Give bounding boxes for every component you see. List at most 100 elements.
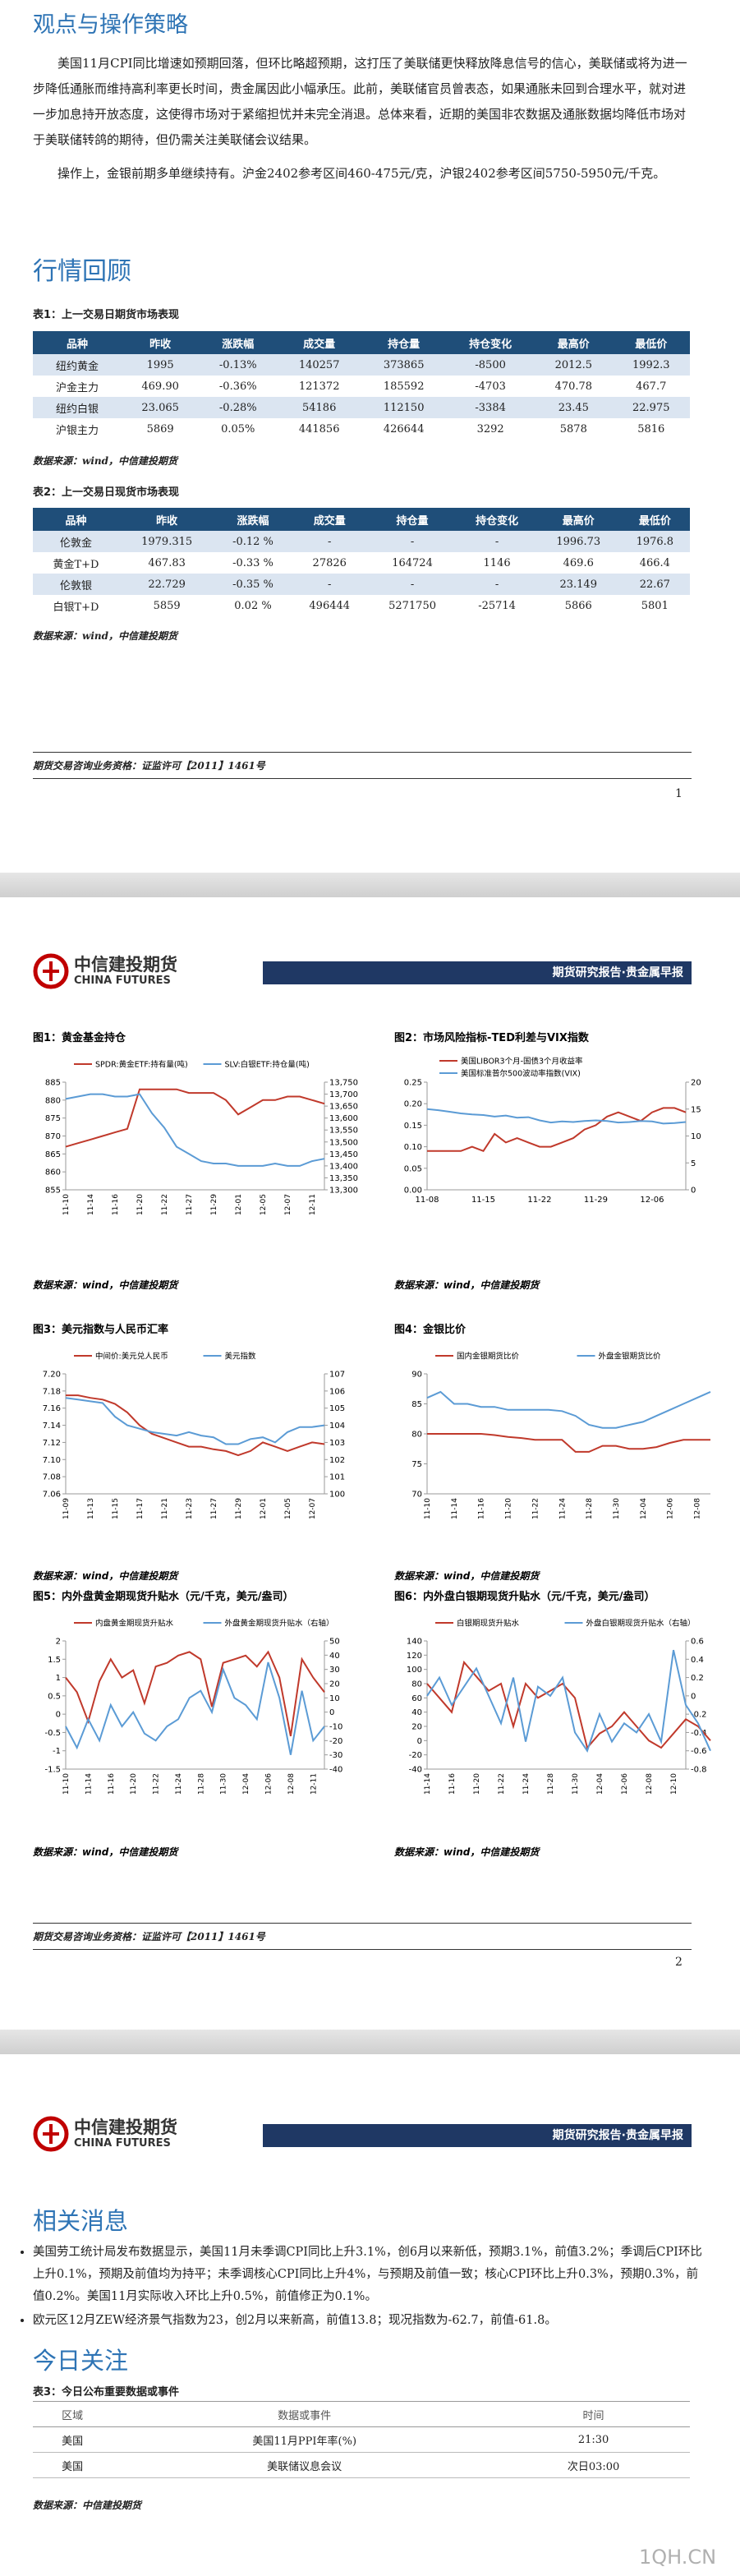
y-tick-label: 0: [417, 1737, 422, 1746]
cell: -3384: [475, 401, 506, 414]
legend-label: 美元指数: [225, 1352, 257, 1362]
series-line: [65, 1088, 325, 1148]
cell: -: [328, 535, 332, 548]
series-line: [426, 1660, 711, 1750]
y-tick-label: 70: [411, 1491, 422, 1500]
x-tick-label: 11-29: [235, 1498, 243, 1519]
y-tick-label: 0.10: [404, 1143, 422, 1152]
footer: 期货交易咨询业务资格：证监许可【2011】1461号: [33, 752, 692, 779]
watermark: 1QH.CN: [639, 2546, 717, 2569]
x-tick-label: 11-30: [613, 1498, 621, 1519]
y2-tick-label: 15: [691, 1105, 701, 1114]
cell: -4703: [475, 380, 506, 393]
legend-label: 外盘白银期现货升贴水（右轴）: [586, 1619, 696, 1629]
logo-icon: [33, 953, 69, 989]
cell: -: [410, 578, 415, 591]
x-tick-label: 11-08: [415, 1196, 439, 1205]
y2-tick-label: -10: [329, 1723, 342, 1732]
header-row: 品种 昨收 涨跌幅 成交量 持仓量 持仓变化 最高价 最低价: [33, 508, 690, 531]
y-tick-label: 75: [411, 1460, 422, 1469]
y-tick-label: 855: [45, 1187, 61, 1196]
x-tick-label: 11-28: [547, 1773, 555, 1795]
chart-title: 图4：金银比价: [394, 1323, 467, 1336]
banner: 期货研究报告·贵金属早报: [263, 2124, 692, 2147]
x-tick-label: 11-27: [186, 1194, 194, 1215]
y-tick-label: 0.05: [404, 1164, 422, 1173]
x-tick-label: 11-24: [558, 1498, 567, 1519]
cell: 470.78: [554, 380, 593, 393]
cell: 黄金T+D: [53, 558, 99, 571]
legend-label: SLV:白银ETF:持仓量(吨): [225, 1060, 310, 1070]
y-tick-label: -20: [409, 1751, 422, 1760]
x-tick-label: 11-16: [108, 1773, 116, 1795]
cell: 美国: [33, 2426, 113, 2453]
x-tick-label: 12-11: [309, 1194, 317, 1215]
legend-label: 白银期现货升贴水: [457, 1619, 520, 1629]
y-tick-label: 7.14: [43, 1422, 61, 1431]
y-tick-label: 7.20: [43, 1371, 61, 1380]
cell: 伦敦银: [59, 579, 92, 592]
series-line: [427, 1107, 687, 1153]
legend-label: 外盘黄金期现货升贴水（右轴）: [225, 1619, 334, 1629]
y-tick-label: 1.5: [48, 1656, 61, 1665]
heading: 相关消息: [33, 2207, 129, 2235]
y-tick-label: -1.5: [44, 1766, 61, 1775]
y-tick-label: 7.10: [43, 1456, 61, 1465]
y2-tick-label: 0: [691, 1187, 696, 1196]
y-tick-label: 80: [411, 1680, 422, 1689]
y2-tick-label: -0.4: [691, 1729, 707, 1738]
cell: 5271750: [388, 599, 436, 612]
y-tick-label: 0.00: [404, 1187, 422, 1196]
cell: 5869: [146, 422, 174, 435]
y2-tick-label: -0.2: [691, 1711, 707, 1720]
y-tick-label: 7.18: [43, 1387, 61, 1396]
cell: 1979.315: [141, 535, 193, 548]
y-tick-label: 85: [411, 1400, 422, 1409]
x-tick-label: 11-24: [522, 1773, 531, 1795]
y2-tick-label: -40: [329, 1766, 342, 1775]
header-cell: 持仓量: [361, 331, 447, 354]
y-tick-label: 870: [45, 1132, 61, 1141]
cell: 沪金主力: [55, 381, 99, 394]
paragraph: 美国11月CPI同比增速如预期回落，但环比略超预期，这打压了美联储更快释放降息信…: [33, 56, 687, 147]
y-tick-label: -1: [53, 1747, 61, 1756]
x-tick-label: 12-08: [287, 1773, 296, 1795]
y-tick-label: 0.20: [404, 1100, 422, 1109]
y2-tick-label: 13,400: [329, 1162, 358, 1171]
y2-tick-label: 13,550: [329, 1127, 358, 1136]
y-tick-label: 2: [56, 1638, 61, 1647]
legend-label: 国内金银期货比价: [457, 1352, 520, 1362]
table: 品种 昨收 涨跌幅 成交量 持仓量 持仓变化 最高价 最低价 伦敦金 1979.315 -0.12 …: [33, 508, 690, 616]
cell: 白银T+D: [53, 601, 99, 614]
series-line: [65, 1093, 325, 1167]
legend-label: 内盘黄金期现货升贴水: [95, 1619, 174, 1629]
cell: -0.33 %: [232, 556, 273, 569]
header-cell: 昨收: [121, 331, 200, 354]
header-cell: 成交量: [277, 331, 362, 354]
y2-tick-label: 100: [329, 1491, 345, 1500]
series-line: [426, 1390, 711, 1429]
series-line: [427, 1433, 710, 1453]
cell: -0.28%: [218, 401, 257, 414]
chart-title: 图3：美元指数与人民币汇率: [33, 1323, 168, 1336]
x-tick-label: 11-16: [478, 1498, 486, 1519]
page-gap: [0, 2030, 740, 2054]
header-cell: 区域: [33, 2401, 113, 2427]
cell: 23.065: [141, 401, 179, 414]
cell: 伦敦金: [59, 537, 92, 550]
x-tick-label: 11-22: [527, 1196, 551, 1205]
x-tick-label: 11-30: [220, 1773, 228, 1795]
x-tick-label: 11-28: [197, 1773, 205, 1795]
cell: 22.729: [148, 578, 186, 591]
x-tick-label: 11-13: [87, 1498, 95, 1519]
x-tick-label: 11-22: [498, 1773, 506, 1795]
x-tick-label: 12-06: [640, 1196, 664, 1205]
cell: 5801: [641, 599, 669, 612]
y2-tick-label: 50: [329, 1638, 340, 1647]
table-caption: 表1：上一交易日期货市场表现: [33, 309, 180, 321]
y2-tick-label: 0: [691, 1692, 696, 1701]
x-tick-label: 11-28: [586, 1498, 594, 1519]
x-tick-label: 12-07: [309, 1498, 317, 1519]
row: 纽约白银 23.065 -0.28% 54186 112150 -3384 23.45 22.…: [33, 397, 690, 418]
source: 数据来源：wind，中信建投期货: [33, 1570, 179, 1582]
